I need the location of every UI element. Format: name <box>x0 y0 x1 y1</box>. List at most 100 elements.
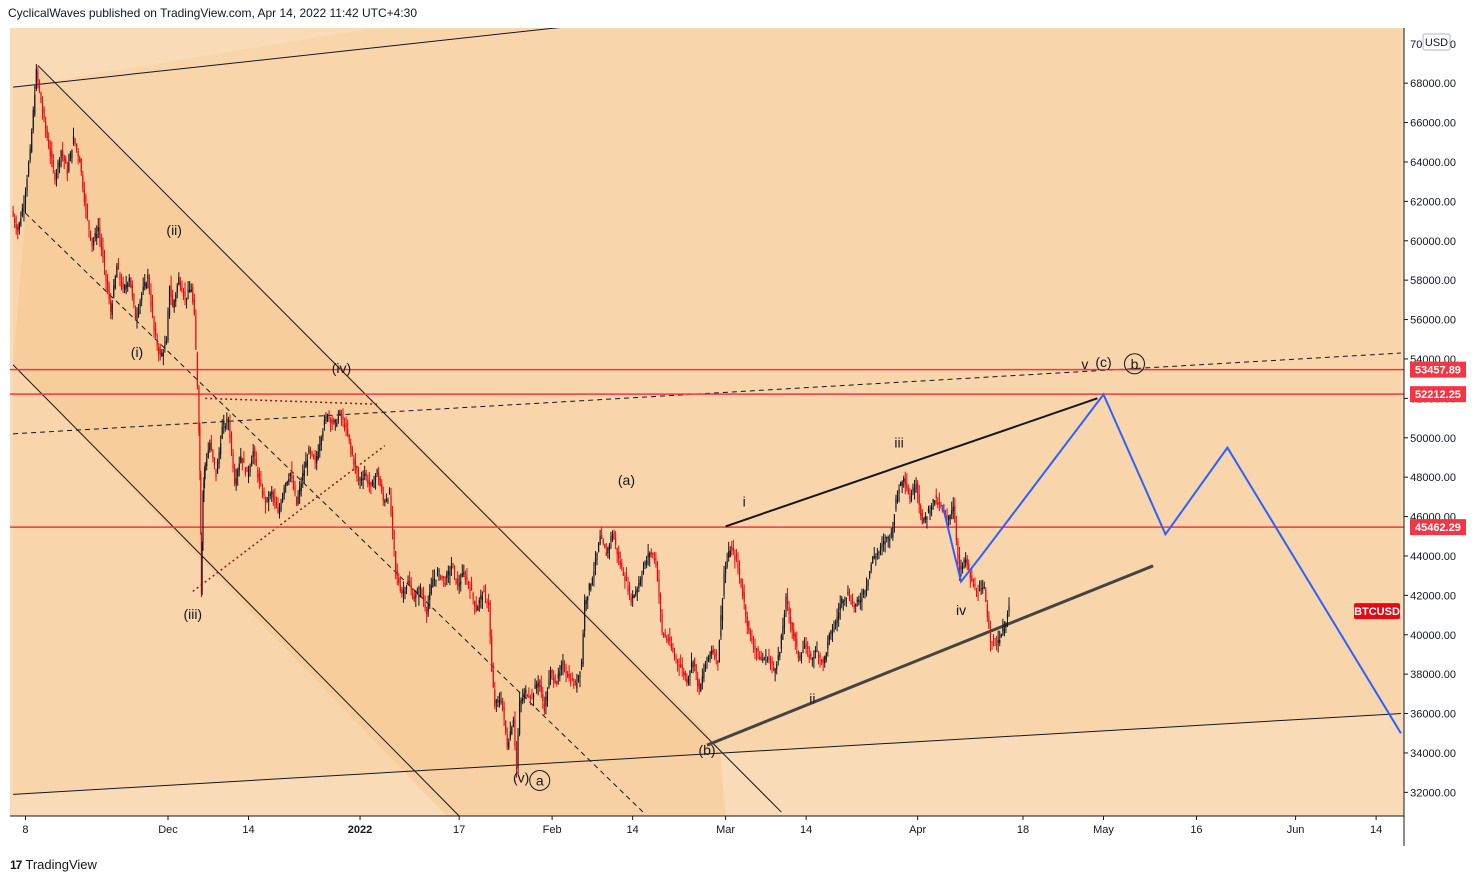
candle-body <box>645 560 648 565</box>
candle-body <box>808 655 810 659</box>
candle-body <box>641 575 643 581</box>
candle-body <box>46 129 48 139</box>
candle-body <box>827 641 829 649</box>
candle-body <box>232 453 234 469</box>
candle-body <box>830 630 832 634</box>
candle-body <box>652 553 654 556</box>
candle-body <box>204 464 206 472</box>
tradingview-footer[interactable]: 17 TradingView <box>10 857 97 872</box>
candle-body <box>340 414 343 418</box>
candle-body <box>717 660 719 664</box>
candle-body <box>405 586 408 590</box>
candle-body <box>920 505 922 517</box>
candle-body <box>517 735 519 769</box>
candle-body <box>57 162 59 170</box>
candle-body <box>158 346 160 354</box>
candle-body <box>675 656 677 659</box>
candle-body <box>69 152 72 162</box>
candle-body <box>879 546 882 550</box>
candle-body <box>972 583 975 587</box>
candle-body <box>461 573 463 577</box>
candle-body <box>292 481 295 489</box>
candle-body <box>266 497 268 500</box>
candle-body <box>584 600 586 631</box>
candle-body <box>294 486 296 494</box>
candle-body <box>856 599 858 602</box>
y-tick-label: 58000.00 <box>1410 275 1456 287</box>
candle-body <box>458 583 460 587</box>
candle-body <box>712 649 714 653</box>
candle-body <box>136 314 138 321</box>
candle-body <box>803 646 806 649</box>
candle-body <box>514 719 516 746</box>
candle-body <box>17 226 19 232</box>
candle-body <box>887 536 889 539</box>
candle-body <box>105 270 107 282</box>
candle-body <box>512 719 514 727</box>
candle-body <box>89 230 92 240</box>
currency-badge[interactable] <box>1422 33 1451 51</box>
candle-body <box>274 496 276 502</box>
candle-body <box>876 553 878 555</box>
level-price-tag-3 <box>1410 519 1466 536</box>
candle-body <box>378 472 380 481</box>
candle-body <box>291 470 293 479</box>
candle-body <box>1008 605 1010 612</box>
candle-body <box>900 482 902 487</box>
candle-body <box>607 547 609 554</box>
candle-body <box>176 285 178 293</box>
candle-body <box>498 700 501 703</box>
wave-label-14: b <box>1131 356 1139 372</box>
candle-body <box>912 487 914 492</box>
candle-body <box>252 451 254 458</box>
candle-body <box>26 178 28 192</box>
candle-body <box>325 415 327 422</box>
candle-body <box>83 189 85 202</box>
candle-body <box>449 571 451 576</box>
candle-body <box>475 605 477 611</box>
candle-body <box>503 707 505 720</box>
candle-body <box>257 469 259 478</box>
candle-body <box>23 204 25 212</box>
candle-body <box>387 499 389 502</box>
x-tick-label: 17 <box>453 824 465 836</box>
candle-body <box>212 449 214 458</box>
y-tick-label: 50000.00 <box>1410 433 1456 445</box>
candle-body <box>116 266 118 278</box>
candle-body <box>159 348 161 356</box>
candle-body <box>82 175 84 189</box>
candle-body <box>305 461 307 468</box>
candle-body <box>669 637 671 642</box>
candle-body <box>822 658 824 663</box>
symbol-tag[interactable] <box>1354 603 1400 620</box>
candle-body <box>585 600 587 605</box>
candle-body <box>79 157 81 163</box>
candle-body <box>86 209 89 219</box>
candle-body <box>54 173 56 182</box>
candle-body <box>937 502 939 505</box>
candle-body <box>80 159 82 172</box>
candle-body <box>131 284 133 296</box>
y-tick-label: 34000.00 <box>1410 748 1456 760</box>
candle-body <box>838 612 840 619</box>
candle-body <box>776 664 778 670</box>
candle-body <box>258 473 260 482</box>
candle-body <box>582 633 584 665</box>
wave-label-5: a <box>536 772 544 788</box>
candle-body <box>345 422 347 427</box>
level-price-tag-text-3: 45462.29 <box>1415 522 1461 534</box>
candle-body <box>27 163 30 176</box>
candle-body <box>948 516 950 521</box>
x-tick-label: 8 <box>22 824 28 836</box>
candle-body <box>390 495 392 515</box>
candle-body <box>216 461 219 474</box>
x-tick-label: 18 <box>1017 824 1029 836</box>
tradingview-logo-icon: 17 <box>10 857 22 872</box>
candle-body <box>52 160 54 169</box>
candle-body <box>311 451 313 455</box>
candle-body <box>842 601 844 603</box>
y-tick-label: 56000.00 <box>1410 315 1456 327</box>
candle-body <box>961 565 964 569</box>
outer-channel-upper-line <box>13 28 560 88</box>
